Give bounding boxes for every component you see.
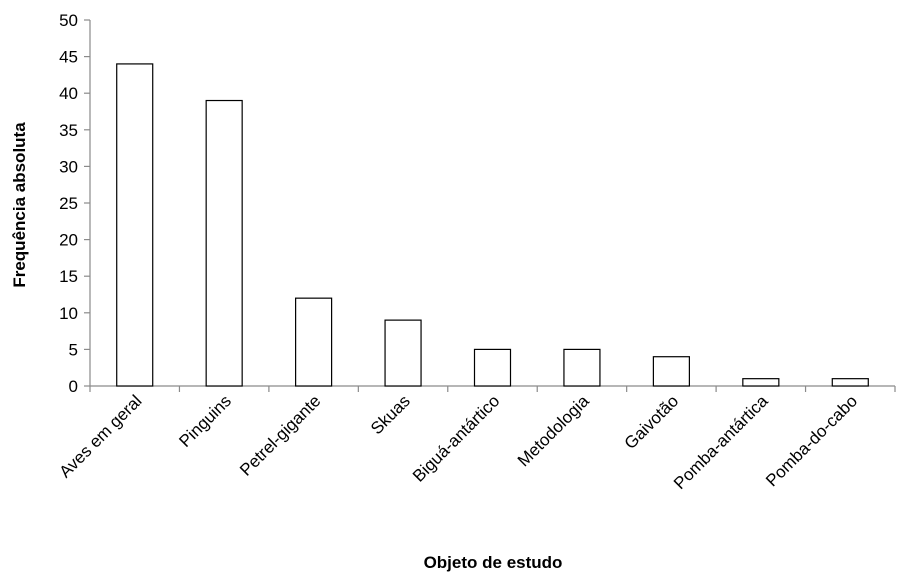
bar <box>116 63 154 387</box>
x-tick-label: Biguá-antártico <box>409 391 503 485</box>
y-tick-label: 25 <box>59 194 78 213</box>
x-tick-label: Petrel-gigante <box>236 391 324 479</box>
x-tick-label: Metodologia <box>514 391 593 470</box>
x-tick-label: Aves em geral <box>55 391 145 481</box>
y-tick-label: 40 <box>59 84 78 103</box>
x-tick-label: Pomba-antártica <box>670 391 772 493</box>
y-tick-label: 45 <box>59 48 78 67</box>
x-tick-label: Skuas <box>367 391 414 438</box>
y-tick-label: 35 <box>59 121 78 140</box>
x-tick-label: Pomba-do-cabo <box>762 391 861 490</box>
y-axis: 0 5 10 15 20 25 30 35 40 45 50 <box>59 11 91 396</box>
x-axis <box>89 385 896 392</box>
bar <box>473 348 512 387</box>
x-tick-label: Pinguins <box>175 391 235 451</box>
bar <box>295 297 333 387</box>
y-tick-label: 50 <box>59 11 78 30</box>
bar <box>384 319 422 387</box>
y-tick-label: 5 <box>69 340 78 359</box>
y-tick-label: 15 <box>59 267 78 286</box>
y-tick-label: 0 <box>69 377 78 396</box>
bar <box>652 356 690 387</box>
bar <box>742 378 780 387</box>
y-axis-title: Frequência absoluta <box>10 122 29 288</box>
y-tick-label: 20 <box>59 231 78 250</box>
x-axis-title: Objeto de estudo <box>424 553 563 572</box>
bar <box>563 348 601 387</box>
y-tick-label: 10 <box>59 304 78 323</box>
category-labels: Aves em geral Pinguins Petrel-gigante Skuas… <box>55 391 861 493</box>
bar <box>205 99 243 387</box>
bars <box>116 63 869 387</box>
x-tick-label: Gaivotão <box>621 391 683 453</box>
bar <box>831 378 869 387</box>
y-tick-label: 30 <box>59 157 78 176</box>
